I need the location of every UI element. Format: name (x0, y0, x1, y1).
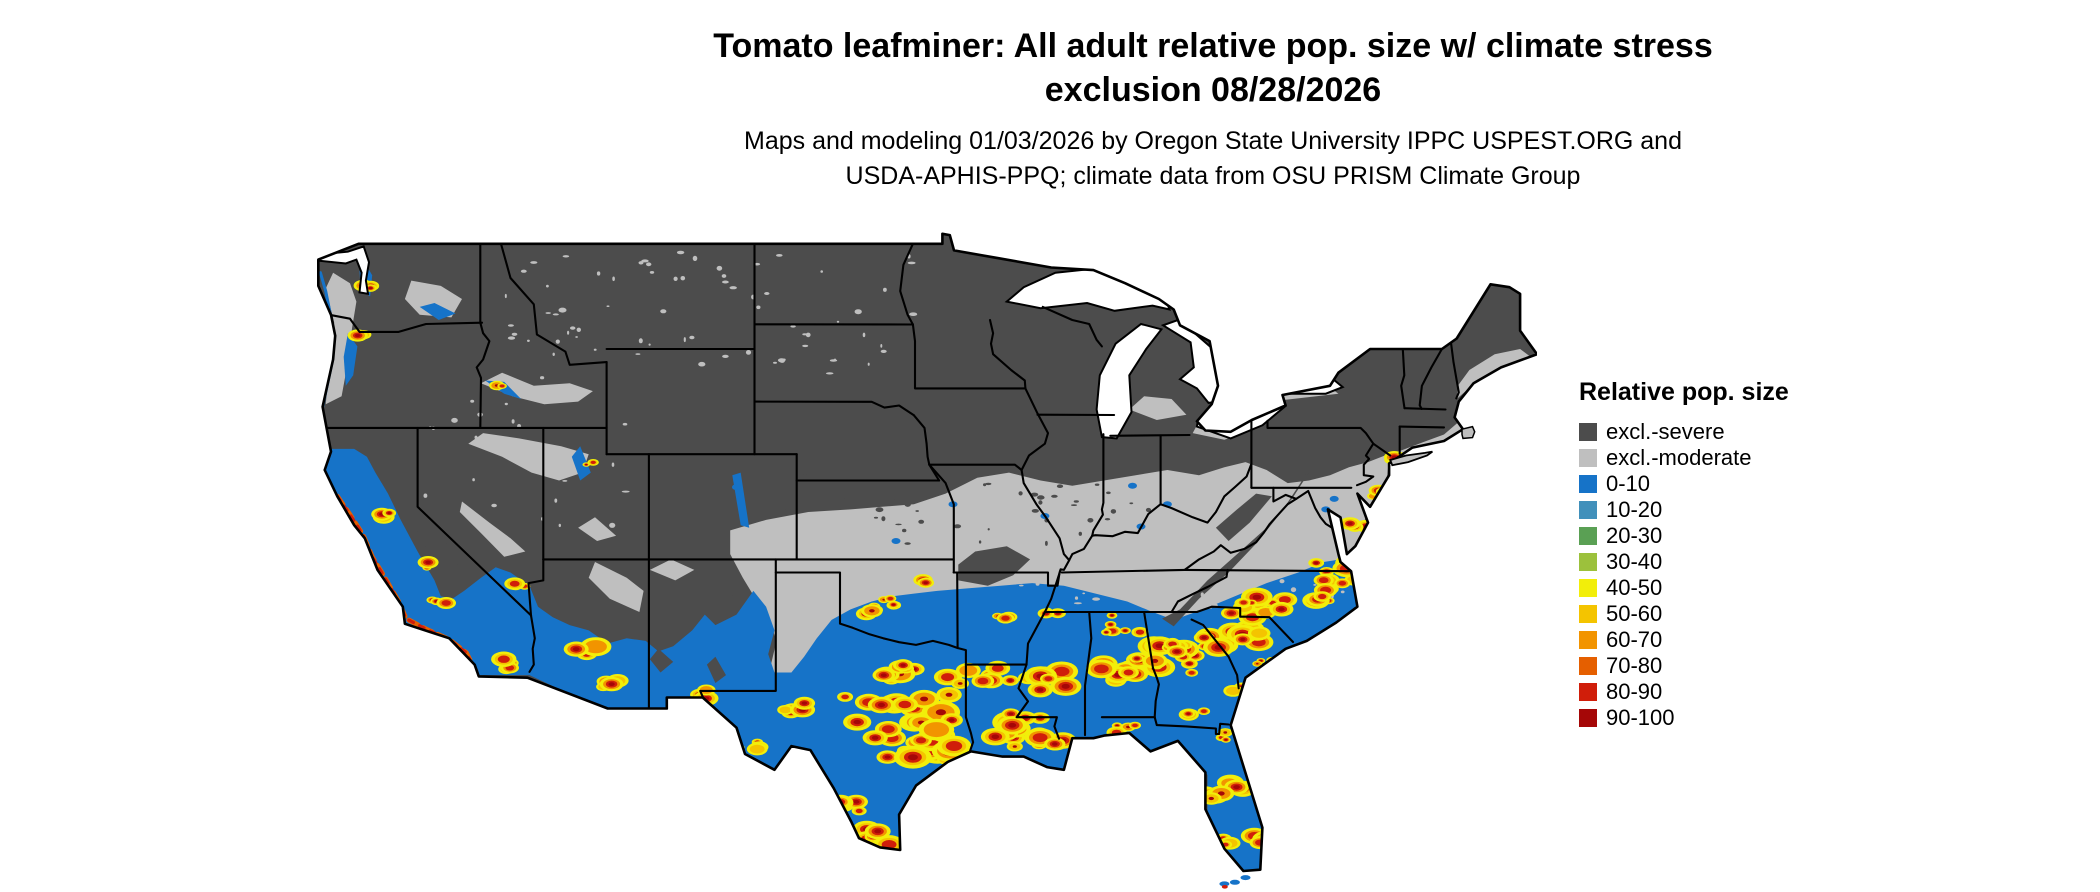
legend-item: 90-100 (1579, 705, 1789, 731)
legend-swatch (1579, 475, 1597, 493)
legend-item: 80-90 (1579, 679, 1789, 705)
legend-swatch (1579, 501, 1597, 519)
page-title-line2: exclusion 08/28/2026 (1044, 71, 1382, 109)
page-subtitle: Maps and modeling 01/03/2026 by Oregon S… (326, 124, 2100, 194)
state-borders (324, 242, 1460, 753)
legend-label: 90-100 (1606, 705, 1675, 730)
legend-swatch (1579, 709, 1597, 727)
legend-title: Relative pop. size (1579, 378, 1789, 406)
page-subtitle-line1: Maps and modeling 01/03/2026 by Oregon S… (744, 127, 1682, 155)
legend-label: 20-30 (1606, 523, 1663, 548)
legend-label: 0-10 (1606, 471, 1651, 496)
legend-item: 20-30 (1579, 523, 1789, 549)
us-map (317, 232, 1537, 889)
legend-swatch (1579, 449, 1597, 467)
legend-swatch (1579, 683, 1597, 701)
legend-label: 60-70 (1606, 627, 1663, 652)
legend-swatch (1579, 657, 1597, 675)
legend-swatch (1579, 579, 1597, 597)
legend-swatch (1579, 553, 1597, 571)
legend-item: 50-60 (1579, 601, 1789, 627)
legend-item: 30-40 (1579, 549, 1789, 575)
legend-swatch (1579, 631, 1597, 649)
islands (1219, 425, 1476, 889)
map-regions (318, 233, 1537, 872)
map-legend: Relative pop. size excl.-severe excl.-mod… (1579, 378, 1789, 731)
legend-label: 70-80 (1606, 653, 1663, 678)
us-outline (317, 232, 1537, 873)
legend-item: excl.-severe (1579, 419, 1789, 445)
legend-item: 70-80 (1579, 653, 1789, 679)
legend-items: excl.-severe excl.-moderate 0-10 10-20 20-30… (1579, 419, 1789, 731)
legend-label: 30-40 (1606, 549, 1663, 574)
legend-swatch (1579, 423, 1597, 441)
legend-label: excl.-severe (1606, 419, 1725, 444)
legend-label: 80-90 (1606, 679, 1663, 704)
legend-label: 10-20 (1606, 497, 1663, 522)
page-subtitle-line2: USDA-APHIS-PPQ; climate data from OSU PR… (845, 162, 1581, 190)
legend-label: excl.-moderate (1606, 445, 1752, 470)
page-title: Tomato leafminer: All adult relative pop… (326, 24, 2100, 112)
legend-item: 60-70 (1579, 627, 1789, 653)
legend-item: 10-20 (1579, 497, 1789, 523)
page-title-line1: Tomato leafminer: All adult relative pop… (713, 27, 1713, 65)
legend-label: 40-50 (1606, 575, 1663, 600)
legend-label: 50-60 (1606, 601, 1663, 626)
legend-swatch (1579, 605, 1597, 623)
legend-swatch (1579, 527, 1597, 545)
legend-item: excl.-moderate (1579, 445, 1789, 471)
legend-item: 0-10 (1579, 471, 1789, 497)
legend-item: 40-50 (1579, 575, 1789, 601)
